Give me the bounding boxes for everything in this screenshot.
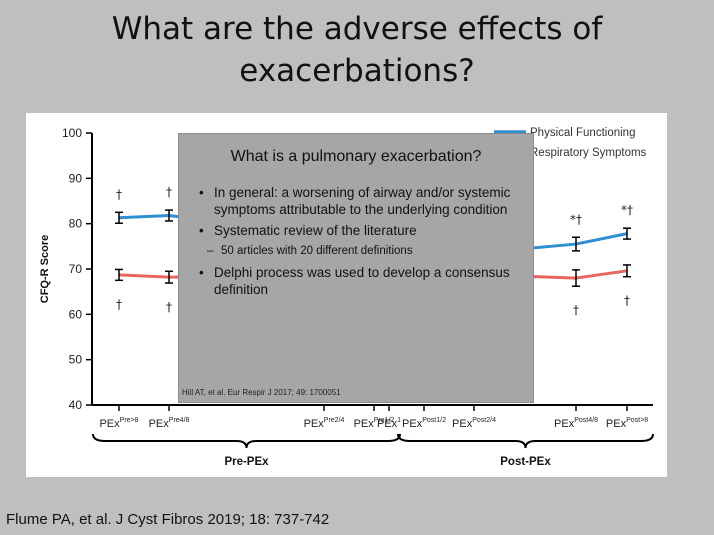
group-label: Pre-PEx bbox=[224, 456, 269, 468]
x-tick-label: PExPre2/4 bbox=[304, 417, 345, 430]
significance-marker: *† bbox=[621, 203, 633, 217]
y-tick-label: 100 bbox=[62, 126, 82, 140]
legend-label: Respiratory Symptoms bbox=[530, 147, 647, 159]
y-tick-label: 80 bbox=[69, 217, 83, 231]
slide-title-line-2: exacerbations? bbox=[239, 53, 475, 89]
overlay-bullet: Systematic review of the literature bbox=[199, 222, 519, 239]
group-bracket bbox=[397, 433, 654, 449]
significance-marker: *† bbox=[570, 212, 582, 226]
y-tick-label: 50 bbox=[69, 353, 83, 367]
group-label: Post-PEx bbox=[500, 456, 551, 468]
overlay-bullet: In general: a worsening of airway and/or… bbox=[199, 184, 519, 218]
y-tick-label: 40 bbox=[69, 398, 83, 412]
series-line-segment bbox=[118, 214, 170, 220]
overlay-sub-bullet: 50 articles with 20 different definition… bbox=[199, 243, 519, 260]
significance-marker: † bbox=[624, 294, 630, 308]
y-tick-label: 70 bbox=[69, 262, 83, 276]
series-line-segment bbox=[118, 273, 170, 279]
x-tick-label: PEx1 bbox=[377, 417, 401, 430]
x-tick-label: PExPost4/8 bbox=[554, 417, 598, 430]
overlay-title: What is a pulmonary exacerbation? bbox=[230, 148, 482, 165]
x-tick-label: PExPost>8 bbox=[606, 417, 648, 430]
x-tick-label: PExPre1/2 bbox=[354, 417, 395, 430]
slide-title-line-1: What are the adverse effects of bbox=[111, 11, 603, 47]
significance-marker: † bbox=[116, 297, 122, 311]
y-tick-label: 90 bbox=[69, 171, 83, 185]
x-tick-label: PExPre4/8 bbox=[149, 417, 190, 430]
x-tick-label: PExPre>8 bbox=[99, 417, 138, 430]
x-tick-label: PExPost2/4 bbox=[452, 417, 496, 430]
overlay-bullet-list: In general: a worsening of airway and/or… bbox=[199, 184, 519, 302]
legend-label: Physical Functioning bbox=[530, 127, 635, 139]
overlay-citation: Hill AT, et al. Eur Respir J 2017; 49: 1… bbox=[182, 388, 341, 397]
slide-title: What are the adverse effects of exacerba… bbox=[0, 8, 714, 92]
significance-marker: † bbox=[116, 187, 122, 201]
x-tick-label: PExPost1/2 bbox=[402, 417, 446, 430]
y-axis-label: CFQ-R Score bbox=[39, 235, 51, 303]
y-tick-label: 60 bbox=[69, 307, 83, 321]
significance-marker: † bbox=[573, 303, 579, 317]
series-line-segment bbox=[575, 232, 628, 246]
overlay-bullet: Delphi process was used to develop a con… bbox=[199, 264, 519, 298]
significance-marker: † bbox=[166, 300, 172, 314]
definition-overlay-box: What is a pulmonary exacerbation? In gen… bbox=[178, 133, 534, 403]
group-bracket bbox=[92, 433, 401, 449]
series-line-segment bbox=[575, 269, 628, 280]
significance-marker: † bbox=[166, 185, 172, 199]
footer-citation: Flume PA, et al. J Cyst Fibros 2019; 18:… bbox=[6, 511, 330, 528]
